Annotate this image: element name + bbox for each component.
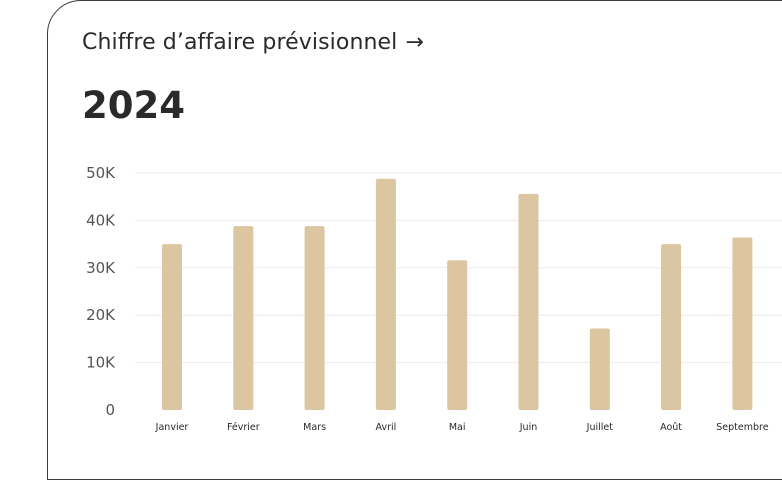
bar-chart: 0 10K 20K 30K 40K 50K Janvier Février Mars Avril…: [86, 164, 782, 433]
bars: [162, 178, 753, 410]
y-tick-label: 40K: [86, 211, 116, 229]
x-tick-label: Juin: [519, 422, 537, 433]
x-tick-label: Septembre: [716, 422, 768, 433]
y-tick-label: 0: [105, 401, 115, 419]
bar-juillet[interactable]: [589, 328, 610, 410]
bar-mai[interactable]: [447, 260, 468, 410]
y-tick-label: 20K: [86, 306, 116, 324]
year-heading: 2024: [82, 84, 185, 127]
x-axis-ticks: Janvier Février Mars Avril Mai Juin Juillet Aoû…: [155, 422, 769, 433]
x-tick-label: Mai: [449, 422, 466, 433]
arrow-right-icon: →: [405, 30, 424, 55]
x-tick-label: Août: [660, 422, 682, 433]
y-tick-label: 10K: [86, 354, 116, 372]
bar-mars[interactable]: [304, 226, 325, 410]
x-tick-label: Janvier: [155, 422, 189, 433]
bar-août[interactable]: [661, 244, 682, 410]
bar-juin[interactable]: [518, 193, 539, 410]
x-tick-label: Février: [227, 422, 260, 433]
chart-title-text: Chiffre d’affaire prévisionnel: [82, 30, 398, 55]
y-tick-label: 50K: [86, 164, 116, 182]
bar-avril[interactable]: [375, 178, 396, 410]
x-tick-label: Mars: [303, 422, 326, 433]
y-tick-label: 30K: [86, 259, 116, 277]
chart-title-link[interactable]: Chiffre d’affaire prévisionnel →: [82, 30, 424, 55]
x-tick-label: Avril: [376, 422, 397, 433]
bar-septembre[interactable]: [732, 237, 753, 410]
x-tick-label: Juillet: [586, 422, 614, 433]
bar-janvier[interactable]: [162, 244, 182, 410]
y-axis-ticks: 0 10K 20K 30K 40K 50K: [86, 164, 116, 419]
bar-février[interactable]: [233, 226, 254, 410]
